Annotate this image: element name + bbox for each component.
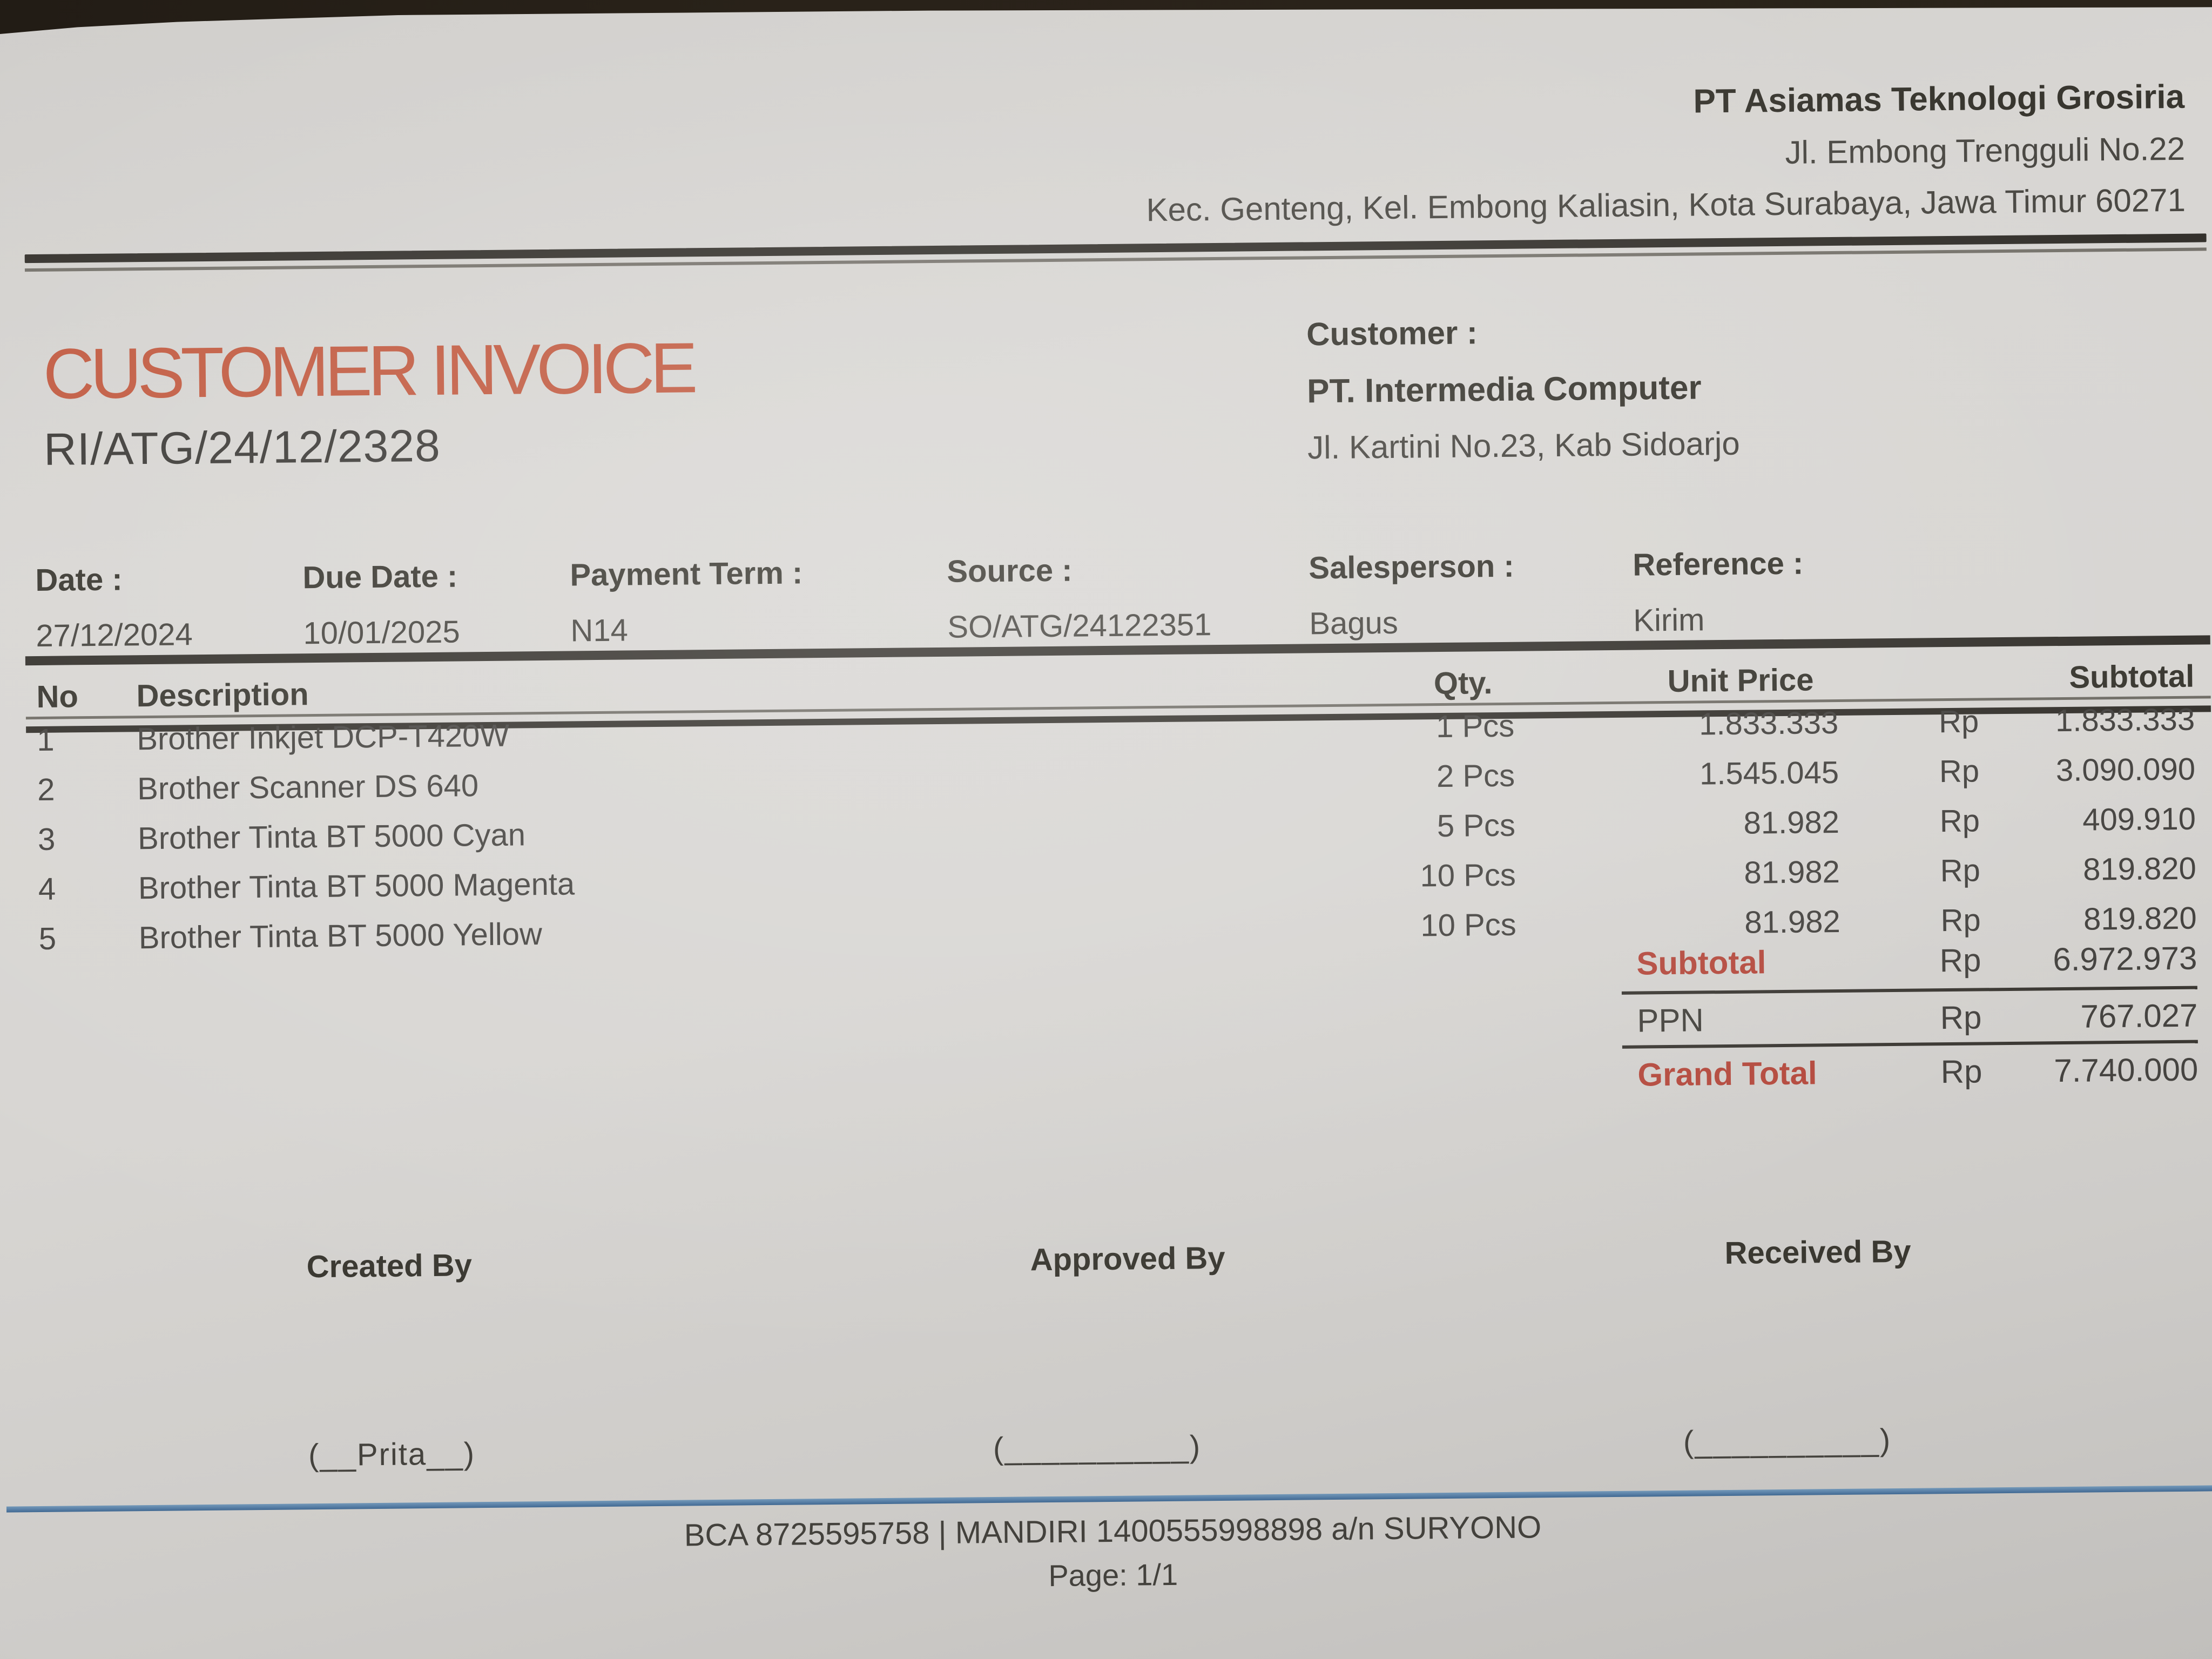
company-address-line2: Kec. Genteng, Kel. Embong Kaliasin, Kota… (1146, 181, 2186, 228)
item-no: 5 (38, 921, 57, 956)
item-unit-price: 81.982 (1744, 854, 1840, 891)
subtotal-currency: Rp (1939, 942, 1981, 979)
grand-total-currency: Rp (1940, 1053, 1982, 1090)
meta-label: Salesperson : (1309, 548, 1515, 586)
item-qty: 1 Pcs (1435, 708, 1515, 745)
meta-value: N14 (570, 612, 629, 649)
totals-row-subtotal: Subtotal Rp 6.972.973 (1621, 932, 2197, 992)
meta-label: Due Date : (302, 558, 458, 596)
meta-value: Bagus (1309, 605, 1399, 642)
invoice-title-block: CUSTOMER INVOICE RI/ATG/24/12/2328 (43, 327, 694, 476)
item-subtotal: 409.910 (2082, 801, 2196, 838)
customer-name: PT. Intermedia Computer (1306, 369, 1702, 410)
item-currency: Rp (1939, 803, 1980, 839)
customer-block: Customer : PT. Intermedia Computer Jl. K… (1306, 312, 1740, 467)
meta-field-due-date: Due Date : 10/01/2025 (302, 558, 460, 651)
meta-field-reference: Reference : Kirim (1633, 545, 1804, 639)
item-unit-price: 1.833.333 (1698, 705, 1839, 742)
company-name: PT Asiamas Teknologi Grosiria (1693, 78, 2185, 120)
grand-total-amount: 7.740.000 (2054, 1051, 2198, 1089)
signature-approved-by: Approved By (__________) (991, 1240, 1227, 1467)
invoice-number: RI/ATG/24/12/2328 (43, 420, 441, 475)
signature-received-by: Received By (__________) (1681, 1233, 1913, 1460)
signature-created-by: Created By (__Prita__) (306, 1247, 475, 1473)
ppn-amount: 767.027 (2080, 997, 2198, 1035)
totals-section: Subtotal Rp 6.972.973 PPN Rp 767.027 Gra… (1621, 932, 2198, 1100)
meta-field-date: Date : 27/12/2024 (35, 561, 193, 654)
signature-label: Approved By (1030, 1240, 1225, 1278)
header-divider (24, 233, 2207, 272)
meta-value: 27/12/2024 (36, 617, 193, 654)
signature-section: Created By (__Prita__) Approved By (____… (4, 1230, 2212, 1473)
column-header-unit-price: Unit Price (1667, 662, 1814, 699)
customer-label: Customer : (1306, 314, 1478, 353)
signature-label: Created By (306, 1247, 473, 1285)
item-currency: Rp (1939, 753, 1980, 790)
items-table-body: 1 Brother Inkjet DCP-T420W 1 Pcs 1.833.3… (0, 701, 2212, 970)
item-unit-price: 1.545.045 (1699, 754, 1839, 792)
meta-label: Source : (947, 552, 1073, 589)
meta-field-salesperson: Salesperson : Bagus (1309, 548, 1515, 642)
totals-row-ppn: PPN Rp 767.027 (1621, 986, 2198, 1046)
meta-label: Payment Term : (570, 555, 803, 593)
signature-line: (__________) (993, 1429, 1202, 1467)
signature-line: (__Prita__) (308, 1436, 476, 1473)
item-description: Brother Inkjet DCP-T420W (136, 718, 510, 757)
company-address-line1: Jl. Embong Trengguli No.22 (1785, 130, 2186, 171)
meta-value: Kirim (1633, 602, 1705, 638)
customer-address: Jl. Kartini No.23, Kab Sidoarjo (1307, 425, 1740, 466)
column-header-currency-spacer (1838, 660, 1979, 697)
item-qty: 2 Pcs (1436, 758, 1515, 794)
item-no: 4 (38, 871, 56, 907)
item-no: 1 (37, 722, 55, 758)
item-qty: 10 Pcs (1420, 857, 1516, 894)
item-unit-price: 81.982 (1743, 804, 1840, 841)
signature-label: Received By (1724, 1233, 1911, 1271)
meta-field-source: Source : SO/ATG/24122351 (947, 551, 1212, 645)
grand-total-label: Grand Total (1637, 1055, 1817, 1093)
meta-value: SO/ATG/24122351 (947, 607, 1212, 645)
column-header-subtotal: Subtotal (2069, 658, 2195, 695)
company-header: PT Asiamas Teknologi Grosiria Jl. Embong… (1145, 71, 2186, 236)
column-header-qty: Qty. (1433, 665, 1493, 702)
item-subtotal: 819.820 (2082, 851, 2197, 887)
item-no: 3 (37, 821, 56, 857)
subtotal-amount: 6.972.973 (2053, 940, 2197, 978)
item-no: 2 (37, 772, 55, 807)
totals-row-grand-total: Grand Total Rp 7.740.000 (1622, 1040, 2198, 1100)
meta-label: Reference : (1633, 545, 1804, 583)
column-header-no: No (36, 679, 79, 714)
item-qty: 10 Pcs (1420, 907, 1517, 943)
subtotal-label: Subtotal (1636, 944, 1766, 982)
ppn-currency: Rp (1940, 999, 1982, 1036)
meta-label: Date : (35, 562, 123, 598)
item-currency: Rp (1938, 704, 1979, 740)
item-subtotal: 3.090.090 (2055, 751, 2196, 788)
item-currency: Rp (1940, 853, 1981, 889)
ppn-label: PPN (1637, 1002, 1704, 1039)
meta-value: 10/01/2025 (303, 614, 461, 651)
item-subtotal: 1.833.333 (2055, 702, 2195, 739)
item-qty: 5 Pcs (1437, 807, 1516, 844)
invoice-title: CUSTOMER INVOICE (43, 328, 694, 414)
meta-field-payment-term: Payment Term : N14 (570, 555, 803, 649)
signature-line: (__________) (1683, 1422, 1892, 1460)
